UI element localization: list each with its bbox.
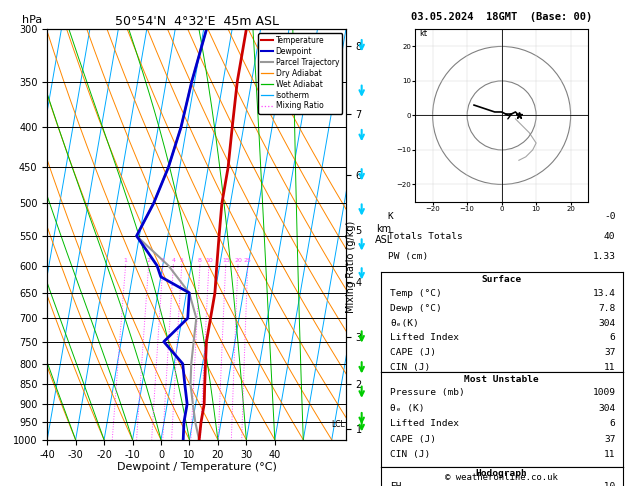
Text: 40: 40 [604, 232, 615, 241]
Text: 11: 11 [604, 451, 615, 459]
Text: 304: 304 [598, 403, 615, 413]
Text: 03.05.2024  18GMT  (Base: 00): 03.05.2024 18GMT (Base: 00) [411, 12, 593, 22]
Text: 2: 2 [147, 258, 151, 263]
Text: 3: 3 [161, 258, 165, 263]
Text: Hodograph: Hodograph [476, 469, 528, 478]
Text: © weatheronline.co.uk: © weatheronline.co.uk [445, 473, 558, 482]
Text: Dewp (°C): Dewp (°C) [390, 304, 442, 313]
Text: kt: kt [419, 29, 427, 38]
Text: θₑ(K): θₑ(K) [390, 319, 419, 328]
Text: hPa: hPa [22, 15, 42, 25]
Text: 8: 8 [198, 258, 202, 263]
Text: 4: 4 [172, 258, 175, 263]
Text: CIN (J): CIN (J) [390, 363, 430, 372]
Text: Lifted Index: Lifted Index [390, 419, 459, 428]
X-axis label: Dewpoint / Temperature (°C): Dewpoint / Temperature (°C) [116, 462, 277, 472]
Text: Lifted Index: Lifted Index [390, 333, 459, 342]
Text: -10: -10 [598, 482, 615, 486]
Text: CAPE (J): CAPE (J) [390, 348, 437, 357]
Text: 1.33: 1.33 [593, 253, 615, 261]
Text: 5: 5 [180, 258, 184, 263]
Text: 37: 37 [604, 435, 615, 444]
Text: 10: 10 [205, 258, 213, 263]
Text: Pressure (mb): Pressure (mb) [390, 388, 465, 397]
Text: -0: -0 [604, 212, 615, 221]
Text: CIN (J): CIN (J) [390, 451, 430, 459]
Text: θₑ (K): θₑ (K) [390, 403, 425, 413]
Text: 15: 15 [222, 258, 230, 263]
Text: 6: 6 [610, 419, 615, 428]
Text: Temp (°C): Temp (°C) [390, 289, 442, 298]
Text: 6: 6 [610, 333, 615, 342]
Y-axis label: km
ASL: km ASL [375, 224, 393, 245]
Text: 25: 25 [244, 258, 252, 263]
Text: 304: 304 [598, 319, 615, 328]
Title: 50°54'N  4°32'E  45m ASL: 50°54'N 4°32'E 45m ASL [114, 15, 279, 28]
Text: PW (cm): PW (cm) [388, 253, 428, 261]
Text: EH: EH [390, 482, 402, 486]
Text: Surface: Surface [482, 275, 521, 284]
Text: LCL: LCL [331, 419, 345, 429]
Legend: Temperature, Dewpoint, Parcel Trajectory, Dry Adiabat, Wet Adiabat, Isotherm, Mi: Temperature, Dewpoint, Parcel Trajectory… [258, 33, 342, 114]
Text: 20: 20 [234, 258, 242, 263]
Text: 37: 37 [604, 348, 615, 357]
Text: Mixing Ratio (g/kg): Mixing Ratio (g/kg) [346, 221, 356, 313]
Text: Totals Totals: Totals Totals [388, 232, 462, 241]
Text: 11: 11 [604, 363, 615, 372]
Text: 1: 1 [124, 258, 128, 263]
Text: 7.8: 7.8 [598, 304, 615, 313]
Text: K: K [388, 212, 394, 221]
Text: CAPE (J): CAPE (J) [390, 435, 437, 444]
Text: 13.4: 13.4 [593, 289, 615, 298]
Text: 1009: 1009 [593, 388, 615, 397]
Text: Most Unstable: Most Unstable [464, 375, 539, 383]
